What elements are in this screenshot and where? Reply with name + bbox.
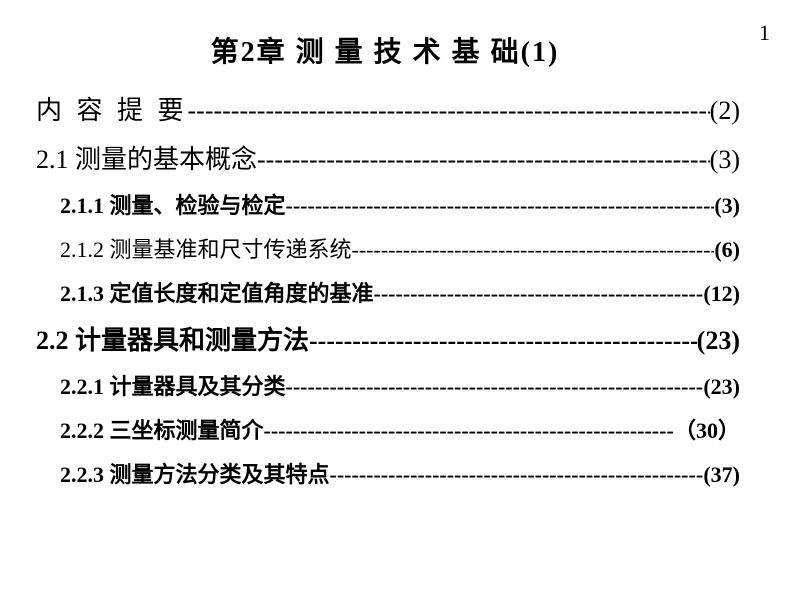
toc-row: 2.1.2 测量基准和尺寸传递系统-----------------------…	[30, 232, 740, 264]
toc-label: 2.1.1 测量、检验与检定	[60, 188, 286, 220]
page-number: 1	[759, 20, 770, 46]
toc-page: (2)	[710, 96, 740, 126]
toc-label: 2.2.3 测量方法分类及其特点	[60, 457, 330, 489]
toc-label: 2.1 测量的基本概念	[36, 139, 257, 176]
toc-label: 2.1.3 定值长度和定值角度的基准	[60, 276, 374, 308]
toc-page: (23)	[697, 326, 740, 356]
toc-leader: ----------------------------------------…	[374, 281, 704, 307]
toc-label: 2.2 计量器具和测量方法	[36, 320, 309, 357]
toc-leader: ----------------------------------------…	[309, 326, 697, 356]
toc-row: 2.1.3 定值长度和定值角度的基准----------------------…	[30, 276, 740, 308]
toc-page: (37)	[703, 462, 740, 488]
toc-label: 2.1.2 测量基准和尺寸传递系统	[60, 232, 352, 264]
toc-page: (3)	[714, 193, 740, 219]
toc-label: 2.2.2 三坐标测量简介	[60, 413, 264, 445]
toc-page: （30）	[674, 413, 740, 445]
toc-label: 2.2.1 计量器具及其分类	[60, 369, 286, 401]
toc-row: 2.2.2 三坐标测量简介---------------------------…	[30, 413, 740, 445]
toc-row: 2.2.1 计量器具及其分类--------------------------…	[30, 369, 740, 401]
table-of-contents: 内 容 提 要---------------------------------…	[30, 90, 740, 489]
toc-leader: ----------------------------------------…	[257, 145, 710, 175]
toc-row: 2.1 测量的基本概念-----------------------------…	[30, 139, 740, 176]
toc-leader: ----------------------------------------…	[286, 193, 715, 219]
toc-leader: ----------------------------------------…	[188, 96, 710, 126]
toc-page: (23)	[703, 374, 740, 400]
toc-page: (3)	[710, 145, 740, 175]
toc-page: (12)	[703, 281, 740, 307]
toc-row: 2.1.1 测量、检验与检定--------------------------…	[30, 188, 740, 220]
chapter-title: 第2章 测 量 技 术 基 础(1)	[30, 30, 740, 70]
toc-leader: ----------------------------------------…	[352, 237, 715, 263]
toc-page: (6)	[714, 237, 740, 263]
toc-leader: ----------------------------------------…	[286, 374, 704, 400]
toc-row: 2.2.3 测量方法分类及其特点------------------------…	[30, 457, 740, 489]
toc-label: 内 容 提 要	[36, 90, 188, 127]
toc-row: 2.2 计量器具和测量方法---------------------------…	[30, 320, 740, 357]
toc-leader: ----------------------------------------…	[264, 418, 674, 444]
toc-leader: ----------------------------------------…	[330, 462, 704, 488]
toc-row: 内 容 提 要---------------------------------…	[30, 90, 740, 127]
